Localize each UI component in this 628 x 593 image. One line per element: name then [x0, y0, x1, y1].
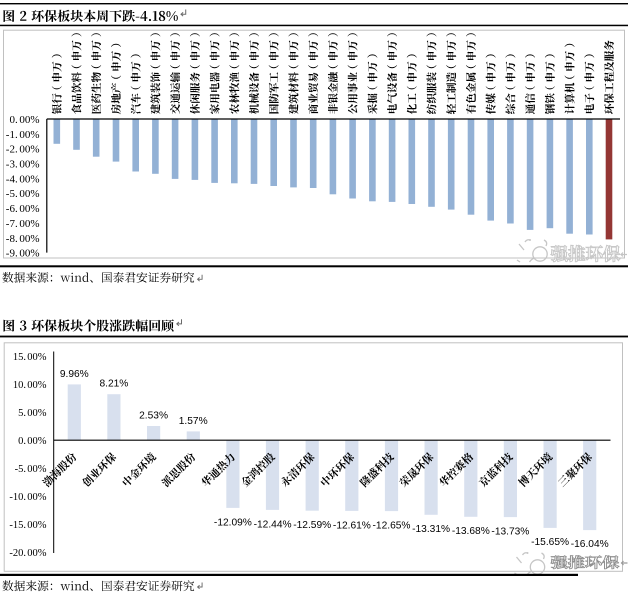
svg-text:-12.65%: -12.65% — [373, 521, 411, 532]
svg-text:-6.00%: -6. 00% — [6, 203, 40, 215]
svg-text:-20.00%: -20.00% — [9, 548, 46, 559]
svg-text:-3.00%: -3. 00% — [6, 159, 40, 171]
svg-text:0.00%: 0.00% — [9, 114, 39, 126]
svg-text:-12.61%: -12.61% — [333, 520, 371, 531]
svg-text:-12.44%: -12.44% — [254, 519, 292, 530]
svg-text:10.00%: 10.00% — [13, 380, 47, 391]
svg-text:-5.00%: -5.00% — [6, 188, 40, 200]
svg-text:-16.04%: -16.04% — [571, 539, 609, 550]
svg-text:-5.00%: -5.00% — [15, 464, 47, 475]
svg-text:1.57%: 1.57% — [179, 416, 208, 427]
svg-text:-1.00%: -1. 00% — [6, 129, 40, 141]
svg-text:-13.31%: -13.31% — [412, 524, 450, 535]
svg-text:-2.00%: -2. 00% — [6, 144, 40, 156]
svg-text:-12.59%: -12.59% — [293, 520, 331, 531]
svg-text:-10.00%: -10.00% — [9, 492, 46, 503]
svg-text:-4.00%: -4. 00% — [6, 173, 40, 185]
svg-text:-15.65%: -15.65% — [531, 537, 569, 548]
svg-text:5.00%: 5.00% — [18, 408, 47, 419]
svg-text:-9.00%: -9. 00% — [6, 248, 40, 260]
svg-text:9.96%: 9.96% — [60, 369, 89, 380]
svg-text:-15.00%: -15.00% — [9, 520, 46, 531]
svg-text:-8.00%: -8. 00% — [6, 233, 40, 245]
svg-text:-13.68%: -13.68% — [452, 526, 490, 537]
svg-text:8.21%: 8.21% — [99, 379, 128, 390]
svg-text:-12.09%: -12.09% — [214, 517, 252, 528]
svg-text:-7.00%: -7. 00% — [6, 218, 40, 230]
svg-text:-13.73%: -13.73% — [491, 527, 529, 538]
svg-text:2.53%: 2.53% — [139, 411, 168, 422]
svg-text:0.00%: 0.00% — [18, 436, 47, 447]
svg-text:15.00%: 15.00% — [13, 352, 47, 363]
